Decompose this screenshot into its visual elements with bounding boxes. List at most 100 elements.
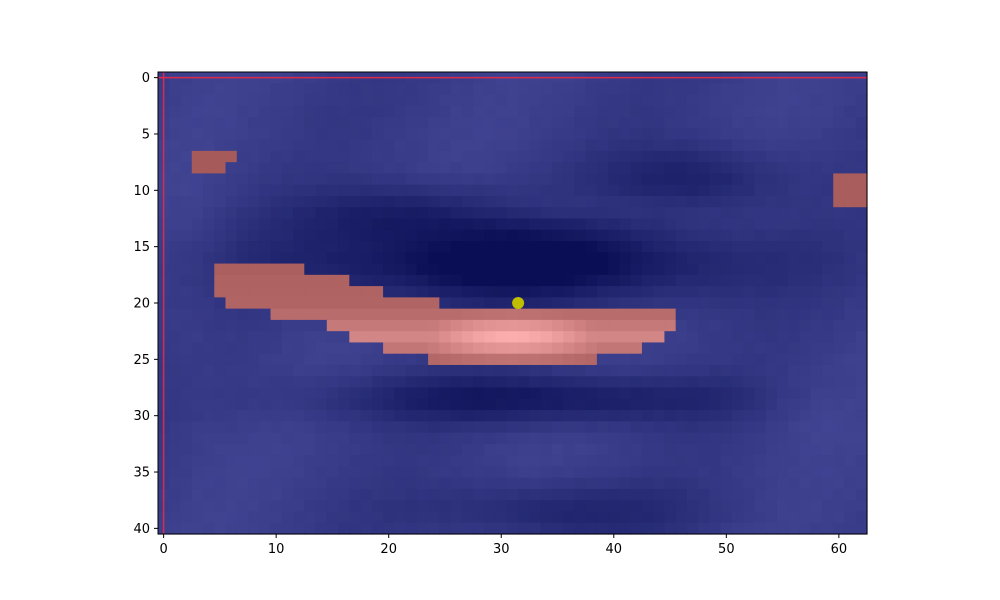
heatmap-cell xyxy=(596,229,609,242)
y-tick-label: 25 xyxy=(133,353,150,368)
heatmap-cell xyxy=(405,229,418,242)
heatmap-cell xyxy=(844,331,857,344)
heatmap-cell xyxy=(619,410,632,422)
heatmap-cell xyxy=(371,150,384,163)
heatmap-cell xyxy=(405,207,418,220)
heatmap-cell xyxy=(371,263,384,276)
heatmap-cell xyxy=(439,432,452,445)
heatmap-cell xyxy=(551,466,564,479)
heatmap-cell xyxy=(259,511,272,524)
mask-cell xyxy=(371,297,384,310)
heatmap-cell xyxy=(360,241,373,253)
heatmap-cell xyxy=(450,477,463,490)
heatmap-cell xyxy=(484,184,497,197)
heatmap-cell xyxy=(383,511,395,524)
mask-cell xyxy=(439,342,452,355)
heatmap-cell xyxy=(304,353,317,366)
heatmap-cell xyxy=(236,466,249,479)
heatmap-cell xyxy=(259,319,272,332)
heatmap-cell xyxy=(720,364,733,377)
heatmap-cell xyxy=(281,398,294,411)
mask-cell xyxy=(473,308,485,321)
heatmap-cell xyxy=(675,353,688,366)
mask-cell xyxy=(270,286,283,298)
mask-cell xyxy=(608,331,621,344)
heatmap-cell xyxy=(484,274,497,287)
heatmap-cell xyxy=(180,252,193,265)
heatmap-cell xyxy=(439,105,452,118)
mask-cell xyxy=(495,353,508,366)
heatmap-cell xyxy=(664,410,677,422)
heatmap-cell xyxy=(484,173,497,186)
heatmap-cell xyxy=(754,319,767,332)
heatmap-cell xyxy=(585,297,598,310)
heatmap-cell xyxy=(225,162,238,175)
heatmap-cell xyxy=(236,353,249,366)
heatmap-cell xyxy=(585,229,598,242)
heatmap-cell xyxy=(653,286,666,298)
heatmap-cell xyxy=(855,218,868,231)
heatmap-cell xyxy=(315,128,328,141)
heatmap-cell xyxy=(338,500,350,513)
heatmap-cell xyxy=(855,342,868,355)
heatmap-cell xyxy=(810,286,823,298)
heatmap-cell xyxy=(203,173,215,186)
heatmap-cell xyxy=(788,522,801,535)
heatmap-cell xyxy=(709,421,722,434)
heatmap-cell xyxy=(765,455,778,467)
heatmap-cell xyxy=(833,286,846,298)
heatmap-cell xyxy=(596,376,609,389)
heatmap-cell xyxy=(259,466,272,479)
heatmap-cell xyxy=(214,477,227,490)
heatmap-cell xyxy=(765,218,778,231)
heatmap-cell xyxy=(326,387,339,400)
heatmap-cell xyxy=(180,241,193,253)
heatmap-cell xyxy=(169,117,182,129)
heatmap-cell xyxy=(383,455,395,467)
heatmap-cell xyxy=(191,94,204,107)
heatmap-cell xyxy=(731,353,744,366)
heatmap-cell xyxy=(720,443,733,456)
heatmap-cell xyxy=(506,162,519,175)
heatmap-cell xyxy=(259,443,272,456)
heatmap-cell xyxy=(686,488,699,501)
heatmap-cell xyxy=(776,410,789,422)
heatmap-cell xyxy=(641,410,654,422)
heatmap-cell xyxy=(169,218,182,231)
heatmap-cell xyxy=(450,139,463,152)
mask-cell xyxy=(315,297,328,310)
heatmap-cell xyxy=(191,376,204,389)
heatmap-cell xyxy=(754,229,767,242)
heatmap-cell xyxy=(653,364,666,377)
heatmap-cell xyxy=(383,162,395,175)
heatmap-cell xyxy=(630,105,643,118)
heatmap-cell xyxy=(428,252,440,265)
heatmap-cell xyxy=(563,241,575,253)
heatmap-cell xyxy=(596,500,609,513)
heatmap-cell xyxy=(720,410,733,422)
heatmap-cell xyxy=(371,511,384,524)
heatmap-cell xyxy=(810,162,823,175)
heatmap-cell xyxy=(225,83,238,96)
heatmap-cell xyxy=(473,274,485,287)
heatmap-cell xyxy=(653,139,666,152)
heatmap-cell xyxy=(214,139,227,152)
heatmap-cell xyxy=(743,105,756,118)
heatmap-cell xyxy=(574,466,587,479)
heatmap-cell xyxy=(855,522,868,535)
heatmap-cell xyxy=(529,286,542,298)
heatmap-cell xyxy=(619,364,632,377)
mask-cell xyxy=(630,342,643,355)
heatmap-cell xyxy=(281,173,294,186)
heatmap-cell xyxy=(540,83,553,96)
heatmap-cell xyxy=(574,94,587,107)
heatmap-cell xyxy=(653,500,666,513)
heatmap-cell xyxy=(799,128,812,141)
mask-cell xyxy=(563,342,575,355)
heatmap-cell xyxy=(608,263,621,276)
heatmap-cell xyxy=(765,128,778,141)
heatmap-cell xyxy=(203,297,215,310)
heatmap-cell xyxy=(495,195,508,208)
heatmap-cell xyxy=(698,432,711,445)
heatmap-cell xyxy=(574,218,587,231)
